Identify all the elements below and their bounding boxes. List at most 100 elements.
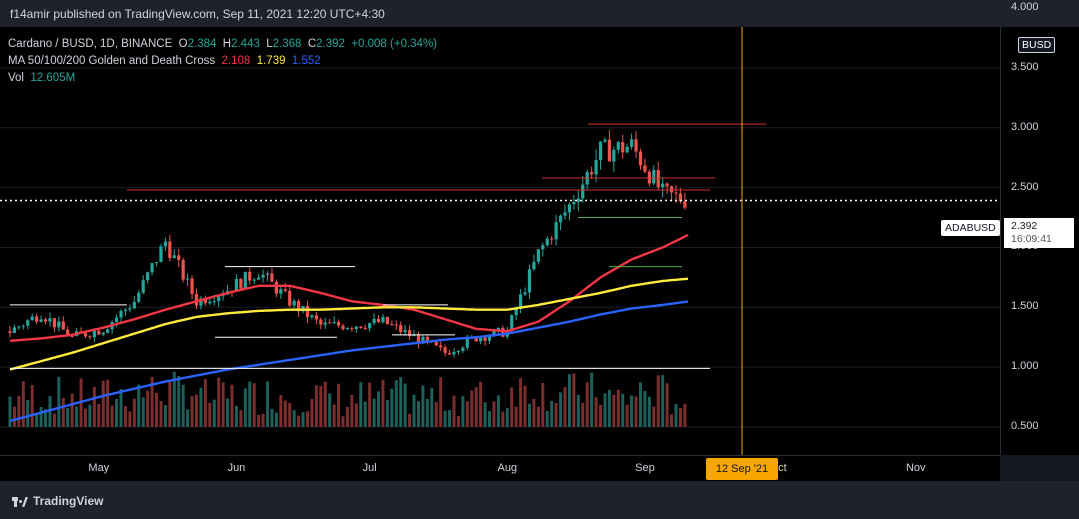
volume-bar — [44, 409, 48, 427]
cursor-date-label: 12 Sep '21 — [706, 458, 778, 480]
candle-body — [452, 351, 456, 355]
ma-indicator-label[interactable]: MA 50/100/200 Golden and Death Cross — [8, 55, 216, 67]
volume-bar — [572, 373, 576, 427]
candle-body — [163, 241, 167, 247]
candle-body — [612, 149, 616, 162]
volume-bar — [416, 401, 420, 427]
volume-bar — [452, 395, 456, 427]
candle-body — [252, 279, 256, 281]
ma100-value: 1.739 — [256, 55, 286, 67]
time-axis[interactable] — [0, 455, 1000, 481]
volume-bar — [505, 408, 509, 427]
volume-bar — [488, 411, 492, 427]
candle-body — [297, 300, 301, 312]
price-tick-label: 0.500 — [1011, 420, 1039, 432]
candle-body — [412, 335, 416, 337]
candle-body — [678, 193, 683, 202]
candle-body — [341, 325, 345, 330]
volume-bar — [57, 376, 61, 427]
volume-bar — [132, 398, 136, 427]
candle-body — [572, 202, 576, 205]
volume-bar — [536, 406, 540, 427]
candle-body — [541, 245, 545, 250]
currency-badge[interactable]: BUSD — [1018, 37, 1056, 53]
candle-body — [35, 316, 39, 322]
volume-bar — [541, 383, 545, 427]
volume-bar — [523, 385, 527, 427]
candle-body — [248, 271, 252, 281]
volume-bar — [532, 398, 536, 427]
candle-body — [283, 289, 287, 291]
volume-bar — [594, 397, 598, 427]
candle-body — [194, 293, 199, 306]
volume-bar — [39, 407, 43, 427]
candle-body — [674, 192, 678, 194]
volume-label[interactable]: Vol — [8, 72, 24, 84]
volume-bar — [101, 380, 105, 427]
volume-bar — [425, 399, 429, 427]
volume-bar — [8, 396, 12, 427]
time-tick-label: Sep — [635, 462, 655, 474]
price-chart[interactable] — [0, 27, 1000, 455]
volume-bar — [261, 413, 265, 427]
volume-bar — [305, 411, 309, 427]
candle-body — [212, 301, 216, 303]
ma200-value: 1.552 — [291, 55, 321, 67]
volume-bar — [243, 388, 247, 427]
candle-body — [563, 212, 567, 216]
candle-body — [443, 347, 447, 354]
volume-bar — [412, 394, 416, 427]
volume-bar — [492, 401, 496, 427]
volume-bar — [559, 392, 563, 427]
candle-body — [30, 316, 34, 321]
candle-body — [385, 316, 389, 325]
candle-body — [532, 261, 536, 270]
candle-body — [217, 296, 221, 302]
candle-body — [48, 318, 52, 322]
candle-body — [119, 311, 123, 318]
candle-body — [314, 315, 318, 320]
price-tick-label: 1.000 — [1011, 360, 1039, 373]
candle-body — [319, 319, 323, 325]
tradingview-logo[interactable]: TradingView — [12, 494, 103, 508]
volume-bar — [385, 400, 389, 427]
candle-body — [479, 337, 483, 342]
volume-bar — [643, 391, 647, 427]
candle-body — [323, 322, 327, 325]
volume-bar — [88, 404, 92, 427]
volume-bar — [363, 401, 367, 427]
volume-bar — [656, 375, 660, 427]
volume-bar — [479, 381, 483, 427]
volume-bar — [381, 379, 385, 427]
candle-body — [581, 184, 585, 199]
volume-bar — [576, 394, 580, 427]
change-value: +0.008 (+0.34%) — [351, 38, 437, 50]
candle-body — [399, 325, 403, 333]
volume-bar — [52, 413, 56, 427]
volume-bar — [226, 398, 230, 427]
candle-body — [381, 316, 385, 323]
volume-bar — [545, 410, 549, 427]
volume-bar — [590, 372, 594, 427]
volume-bar — [137, 384, 141, 427]
volume-bar — [12, 406, 16, 427]
volume-bar — [585, 382, 589, 427]
volume-bar — [297, 415, 301, 427]
publish-info: f14amir published on TradingView.com, Se… — [10, 7, 385, 21]
volume-bar — [674, 404, 678, 427]
symbol-title[interactable]: Cardano / BUSD, 1D, BINANCE — [8, 38, 173, 50]
volume-bar — [97, 403, 101, 427]
volume-bar — [248, 381, 252, 427]
volume-bar — [350, 394, 354, 427]
volume-bar — [483, 402, 487, 427]
volume-bar — [26, 399, 30, 427]
volume-bar — [638, 382, 642, 427]
time-tick-label: Jul — [362, 462, 377, 474]
candle-body — [88, 336, 92, 338]
volume-bar — [670, 414, 674, 427]
chart-plot-area[interactable] — [0, 27, 1000, 455]
close-value: 2.392 — [316, 38, 345, 50]
candle-body — [305, 306, 310, 318]
volume-bar — [266, 381, 270, 427]
candle-body — [363, 327, 367, 329]
